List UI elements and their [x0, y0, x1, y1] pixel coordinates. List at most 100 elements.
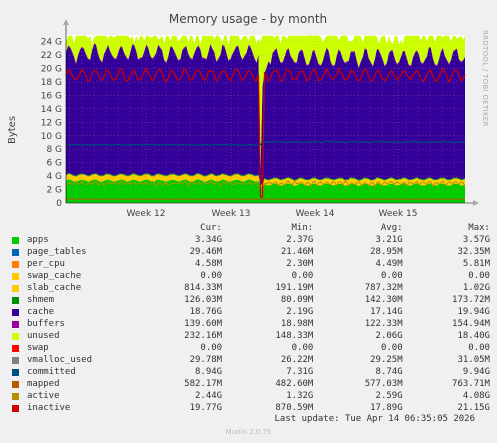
chart-title: Memory usage - by month [169, 12, 327, 26]
legend-cur: 582.17M [184, 379, 223, 389]
legend-cur: 139.60M [184, 319, 223, 329]
legend-avg: 17.14G [370, 307, 403, 317]
legend-avg: 0.00 [380, 271, 403, 281]
legend-row-mapped: mapped 582.17M 482.60M 577.03M 763.71M [12, 378, 490, 390]
legend-max: 173.72M [452, 295, 490, 305]
legend-max: 5.81M [462, 259, 490, 269]
legend-max: 1.02G [462, 283, 490, 293]
legend-row-unused: unused 232.16M 148.33M 2.06G 18.40G [12, 330, 490, 342]
legend-row-buffers: buffers 139.60M 18.98M 122.33M 154.94M [12, 318, 490, 330]
legend-name: active [27, 391, 60, 401]
legend-cur: 18.76G [189, 307, 223, 317]
line-active [65, 180, 466, 195]
y-tick-label: 14 G [41, 105, 62, 115]
series-areas [66, 35, 465, 203]
legend-max: 0.00 [468, 271, 490, 281]
legend-cur: 29.78M [189, 355, 223, 365]
legend-row-page_tables: page_tables 29.46M 21.46M 28.95M 32.35M [12, 246, 490, 258]
area-cache [66, 44, 465, 184]
y-tick-label: 10 G [41, 132, 62, 142]
y-tick-labels: 0 2 G 4 G 6 G 8 G 10 G 12 G 14 G 16 G 18 G 20 G 22 … [41, 38, 63, 209]
legend-swatch [12, 344, 19, 352]
legend-name: committed [27, 367, 76, 377]
legend-avg: 28.95M [370, 247, 403, 257]
col-avg-header: Avg: [380, 223, 403, 233]
legend-max: 19.94G [457, 307, 490, 317]
legend-avg: 3.21G [375, 235, 403, 245]
legend-row-cache: cache 18.76G 2.19G 17.14G 19.94G [12, 306, 490, 318]
legend-avg: 8.74G [375, 367, 403, 377]
legend-avg: 787.32M [364, 283, 403, 293]
legend-max: 3.57G [462, 235, 490, 245]
line-inactive [65, 66, 466, 198]
y-tick-label: 18 G [41, 78, 62, 88]
x-axis-arrow [473, 200, 479, 206]
x-tick-label: Week 13 [212, 209, 251, 219]
legend-name: shmem [27, 295, 55, 305]
legend-min: 2.30M [286, 259, 314, 269]
legend-min: 18.98M [280, 319, 314, 329]
last-update: Last update: Tue Apr 14 06:35:05 2026 [274, 414, 475, 424]
legend-cur: 126.03M [184, 295, 223, 305]
legend-max: 31.05M [457, 355, 490, 365]
axes [63, 19, 479, 206]
legend-row-committed: committed 8.94G 7.31G 8.74G 9.94G [12, 366, 490, 378]
legend-cur: 814.33M [184, 283, 223, 293]
legend-min: 2.37G [286, 235, 314, 245]
legend-swatch [12, 332, 19, 340]
legend-cur: 0.00 [200, 343, 223, 353]
legend-cur: 29.46M [189, 247, 223, 257]
y-tick-label: 0 [56, 199, 62, 209]
series-lines [65, 66, 466, 200]
legend-min: 0.00 [291, 343, 314, 353]
legend-name: cache [27, 307, 55, 317]
col-max-header: Max: [468, 223, 490, 233]
line-committed [66, 140, 466, 146]
legend-swatch [12, 392, 19, 400]
legend-cur: 2.44G [195, 391, 223, 401]
rrdtool-watermark: RRDTOOL / TOBI OETIKER [481, 30, 489, 127]
legend-name: page_tables [27, 247, 87, 257]
legend-name: buffers [27, 319, 65, 329]
legend-name: mapped [27, 379, 60, 389]
munin-version: Munin 2.0.75 [225, 428, 272, 436]
y-axis-arrow [63, 19, 69, 25]
legend-min: 80.09M [280, 295, 314, 305]
legend-swatch [12, 284, 19, 292]
legend-avg: 4.49M [375, 259, 403, 269]
legend-name: per_cpu [27, 259, 65, 269]
legend-row-vmalloc_used: vmalloc_used 29.78M 26.22M 29.25M 31.05M [12, 354, 490, 366]
legend-swatch [12, 320, 19, 328]
legend-row-slab_cache: slab_cache 814.33M 191.19M 787.32M 1.02G [12, 282, 490, 294]
legend-max: 9.94G [462, 367, 490, 377]
y-tick-label: 4 G [46, 172, 62, 182]
legend-max: 763.71M [452, 379, 490, 389]
legend-swatch [12, 368, 19, 376]
legend-min: 1.32G [286, 391, 314, 401]
legend-min: 148.33M [275, 331, 314, 341]
y-tick-label: 2 G [46, 186, 62, 196]
col-cur-header: Cur: [200, 223, 222, 233]
legend-name: apps [27, 235, 49, 245]
y-tick-label: 24 G [41, 38, 62, 48]
x-tick-labels: Week 12 Week 13 Week 14 Week 15 [127, 209, 418, 219]
legend-name: unused [27, 331, 60, 341]
legend-swatch [12, 296, 19, 304]
y-tick-label: 16 G [41, 91, 62, 101]
legend-min: 2.19G [286, 307, 314, 317]
legend-swatch [12, 272, 19, 280]
legend-name: vmalloc_used [27, 355, 93, 365]
legend-avg: 2.59G [375, 391, 403, 401]
legend-min: 7.31G [286, 367, 314, 377]
memory-usage-chart: Memory usage - by month RRDTOOL / TOBI O… [7, 12, 489, 219]
legend-row-swap_cache: swap_cache 0.00 0.00 0.00 0.00 [12, 270, 490, 282]
y-tick-label: 12 G [41, 118, 62, 128]
legend-avg: 2.06G [375, 331, 403, 341]
y-tick-label: 20 G [41, 65, 62, 75]
col-min-header: Min: [291, 223, 314, 233]
legend-swatch [12, 404, 19, 412]
legend-swatch [12, 308, 19, 316]
legend-min: 21.46M [280, 247, 314, 257]
legend-header: Cur: Min: Avg: Max: [12, 222, 490, 234]
x-tick-label: Week 15 [379, 209, 418, 219]
